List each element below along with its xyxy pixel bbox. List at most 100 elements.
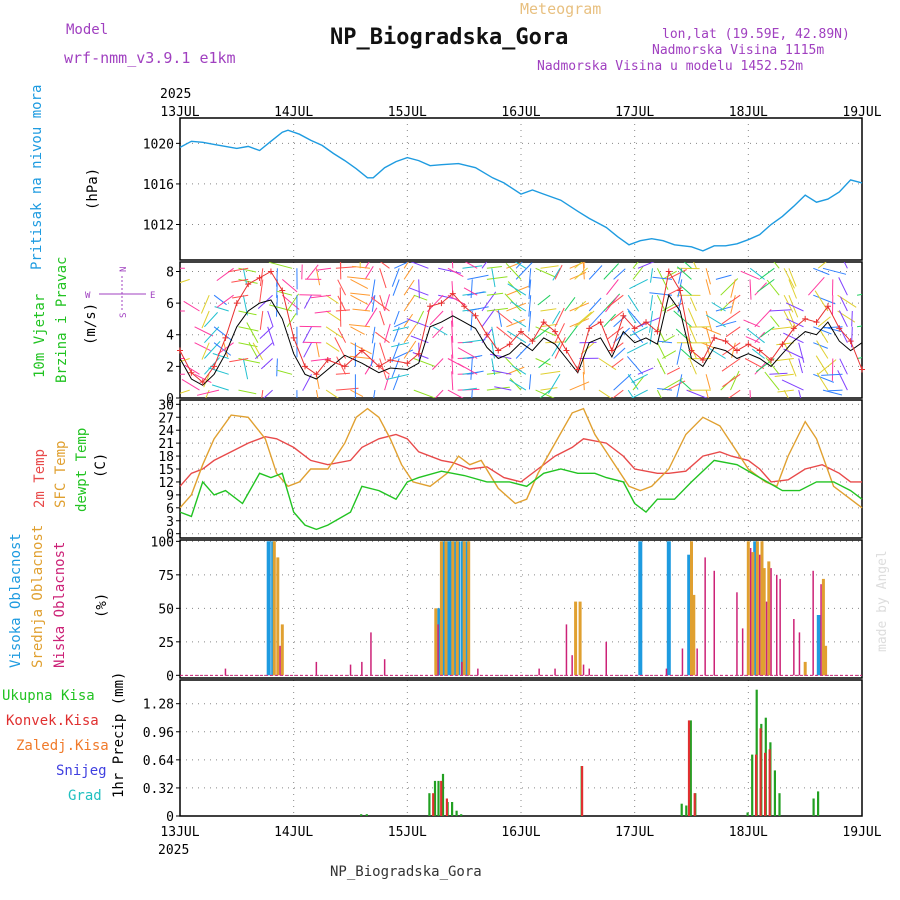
cloud-bar xyxy=(666,541,671,676)
wind-arrow xyxy=(373,390,376,398)
wind-arrow xyxy=(564,325,578,343)
wind-gust-point xyxy=(540,319,547,326)
precip-bar xyxy=(778,793,781,816)
date-label-top: 18JUL xyxy=(729,105,768,120)
wind-arrow xyxy=(662,350,677,359)
precip-bar xyxy=(685,805,688,816)
series-line-1 xyxy=(179,433,862,487)
wind-arrow xyxy=(632,262,639,269)
y-tick-label: 50 xyxy=(158,602,174,617)
wind-arrow xyxy=(815,355,829,375)
wind-arrow xyxy=(751,348,765,359)
wind-arrow xyxy=(552,268,561,281)
bottom-date-labels: 13JUL 14JUL 15JUL 16JUL 17JUL 18JUL 19JUL xyxy=(160,825,881,840)
precip-bar xyxy=(746,812,749,816)
date-label-bottom: 17JUL xyxy=(615,825,654,840)
wind-arrow xyxy=(406,318,429,328)
wind-arrow xyxy=(394,349,414,359)
wind-arrow xyxy=(554,307,565,328)
wind-arrow xyxy=(214,306,229,312)
wind-arrow xyxy=(238,389,257,395)
wind-gust-point xyxy=(177,347,183,354)
wind-gust-point xyxy=(552,328,559,335)
wind-arrow xyxy=(817,316,831,328)
wind-arrow xyxy=(223,342,229,358)
cloud-bar xyxy=(690,541,693,676)
wind-arrow xyxy=(462,265,483,269)
wind-arrow xyxy=(325,342,340,352)
wind-arrow xyxy=(413,358,437,368)
wind-gust-point xyxy=(574,366,581,373)
wind-arrow xyxy=(380,262,390,269)
wind-arrow xyxy=(730,370,740,391)
wind-arrow xyxy=(203,374,210,388)
temp-2m-label: 2m Temp xyxy=(32,449,48,508)
wind-panel: 0 2 4 6 8 xyxy=(166,261,865,407)
wind-arrow xyxy=(632,330,644,344)
wind-arrow xyxy=(386,373,410,380)
date-label-top: 15JUL xyxy=(388,105,427,120)
cloud-bar xyxy=(349,664,352,676)
wind-arrow xyxy=(554,337,566,359)
wind-arrow xyxy=(705,374,711,390)
wind-arrow xyxy=(337,279,347,296)
wind-arrows xyxy=(180,262,862,398)
wind-arrow xyxy=(722,342,741,356)
cloud-bar xyxy=(266,541,271,676)
wind-gust-point xyxy=(341,363,348,370)
cloud-bar xyxy=(751,552,755,676)
precip-bar xyxy=(773,770,776,816)
wind-arrow xyxy=(208,367,229,375)
date-label-top: 13JUL xyxy=(160,105,199,120)
wind-arrow xyxy=(676,266,692,280)
wind-arrow xyxy=(447,389,464,398)
wind-arrow xyxy=(394,319,409,328)
wind-arrow xyxy=(467,274,489,280)
cloud-bar xyxy=(477,668,479,676)
wind-arrow xyxy=(743,319,760,328)
wind-arrow xyxy=(486,266,502,269)
wind-arrow xyxy=(528,310,532,332)
cloud-bar xyxy=(441,541,446,676)
y-tick-label: 27 xyxy=(158,411,174,426)
wind-arrow xyxy=(630,326,648,337)
wind-arrow xyxy=(588,265,603,280)
wind-arrow xyxy=(627,310,637,324)
wind-arrow xyxy=(470,310,473,331)
wind-arrow xyxy=(554,323,565,343)
y-tick-label: 2 xyxy=(166,360,174,375)
wind-arrow xyxy=(788,279,797,299)
wind-arrow xyxy=(201,342,210,360)
cloud-bar xyxy=(749,548,752,676)
series-line-1 xyxy=(179,129,863,252)
cloud-bar xyxy=(453,541,458,676)
wind-arrow xyxy=(838,310,848,328)
wind-arrow xyxy=(547,374,561,394)
precip-bar xyxy=(440,780,443,816)
y-tick-label: 25 xyxy=(158,636,174,651)
wind-arrow xyxy=(216,294,234,308)
wind-arrow xyxy=(771,326,794,330)
cloud-bar xyxy=(681,648,684,676)
cloud-bar xyxy=(455,541,459,676)
precip-bar xyxy=(365,814,368,816)
wind-arrow xyxy=(788,310,797,330)
wind-gust-point xyxy=(518,328,524,335)
wind-arrow xyxy=(486,386,510,391)
wind-gust-point xyxy=(665,268,672,275)
wind-arrow xyxy=(200,295,210,314)
compass-west: W xyxy=(85,291,91,301)
wind-arrow xyxy=(813,267,830,276)
wind-arrow xyxy=(656,389,662,398)
cloud-bar xyxy=(753,541,758,676)
wind-arrow xyxy=(325,389,339,398)
wind-arrow xyxy=(577,310,595,326)
wind-gust-point xyxy=(506,341,513,348)
wind-arrow xyxy=(777,389,794,393)
wind-arrow xyxy=(613,373,632,391)
wind-arrow xyxy=(379,268,387,289)
temp-sfc-label: SFC Temp xyxy=(53,441,69,508)
wind-arrow xyxy=(627,389,634,398)
cloud-bar xyxy=(439,541,443,676)
wind-arrow xyxy=(246,322,259,343)
